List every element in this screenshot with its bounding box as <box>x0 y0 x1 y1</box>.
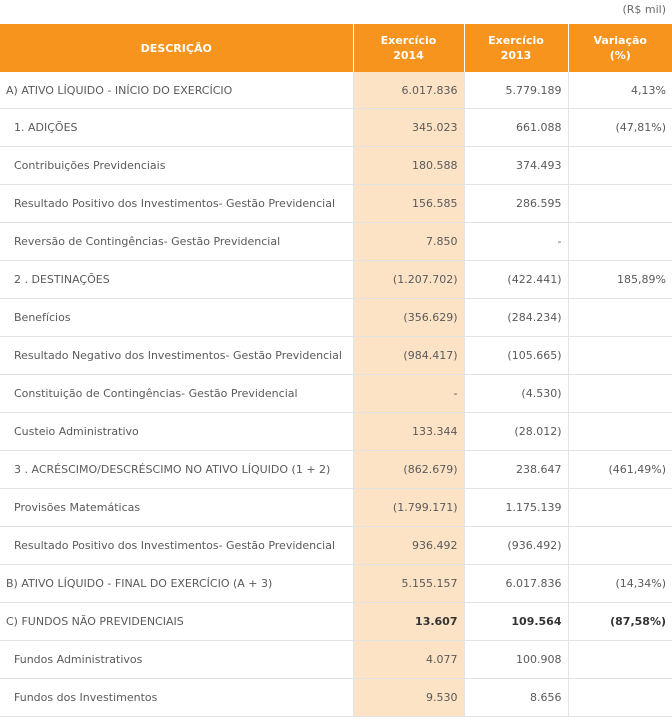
table-row-provisoes-matematicas: Provisões Matemáticas (1.799.171) 1.175.13… <box>0 488 672 527</box>
row-value-2013: 6.017.836 <box>463 564 568 603</box>
row-variacao <box>567 336 672 375</box>
row-description: 3 . ACRÉSCIMO/DESCRÉSCIMO NO ATIVO LÍQUI… <box>0 450 353 489</box>
row-value-2013: 286.595 <box>463 184 568 223</box>
row-value-2014: 936.492 <box>352 526 464 565</box>
row-variacao <box>567 526 672 565</box>
row-variacao <box>567 222 672 261</box>
row-variacao <box>567 184 672 223</box>
row-description: C) FUNDOS NÃO PREVIDENCIAIS <box>0 602 353 641</box>
row-variacao: (87,58%) <box>567 602 672 641</box>
row-value-2013: 5.779.189 <box>463 72 568 109</box>
table-row-ativo-liquido-final: B) ATIVO LÍQUIDO - FINAL DO EXERCÍCIO (A… <box>0 564 672 603</box>
row-variacao <box>567 374 672 413</box>
row-value-2014: (984.417) <box>352 336 464 375</box>
table-row-destinacoes: 2 . DESTINAÇÕES (1.207.702) (422.441) 185,8… <box>0 260 672 299</box>
row-variacao: (47,81%) <box>567 108 672 147</box>
table-row-ativo-liquido-inicio: A) ATIVO LÍQUIDO - INÍCIO DO EXERCÍCIO 6.… <box>0 72 672 109</box>
row-description: Fundos dos Investimentos <box>0 678 353 717</box>
table-row-constituicao-contingencias: Constituição de Contingências- Gestão Pr… <box>0 374 672 413</box>
row-value-2014: (1.799.171) <box>352 488 464 527</box>
row-value-2014: 6.017.836 <box>352 72 464 109</box>
row-value-2013: 109.564 <box>463 602 568 641</box>
row-value-2014: - <box>352 374 464 413</box>
row-value-2013: - <box>463 222 568 261</box>
row-value-2013: (422.441) <box>463 260 568 299</box>
row-value-2014: (862.679) <box>352 450 464 489</box>
header-2013-line1: Exercício <box>488 34 544 47</box>
row-value-2013: 100.908 <box>463 640 568 679</box>
row-value-2014: (1.207.702) <box>352 260 464 299</box>
row-value-2013: (936.492) <box>463 526 568 565</box>
row-value-2014: (356.629) <box>352 298 464 337</box>
row-variacao: (14,34%) <box>567 564 672 603</box>
header-2013-line2: 2013 <box>500 49 532 62</box>
row-description: 2 . DESTINAÇÕES <box>0 260 353 299</box>
header-descricao: DESCRIÇÃO <box>0 24 353 72</box>
row-description: B) ATIVO LÍQUIDO - FINAL DO EXERCÍCIO (A… <box>0 564 353 603</box>
table-row-reversao-contingencias: Reversão de Contingências- Gestão Previd… <box>0 222 672 261</box>
unit-label: (R$ mil) <box>622 3 666 16</box>
row-description: Reversão de Contingências- Gestão Previd… <box>0 222 353 261</box>
row-value-2013: (28.012) <box>463 412 568 451</box>
row-value-2014: 13.607 <box>352 602 464 641</box>
header-variacao: Variação (%) <box>567 24 672 72</box>
table-row-beneficios: Benefícios (356.629) (284.234) <box>0 298 672 337</box>
row-variacao: (461,49%) <box>567 450 672 489</box>
table-row-acrescimo-decrescimo: 3 . ACRÉSCIMO/DESCRÉSCIMO NO ATIVO LÍQUI… <box>0 450 672 489</box>
row-value-2014: 180.588 <box>352 146 464 185</box>
table-row-resultado-negativo-investimentos: Resultado Negativo dos Investimentos- Ge… <box>0 336 672 375</box>
table-row-fundos-nao-previdenciais: C) FUNDOS NÃO PREVIDENCIAIS 13.607 109.564… <box>0 602 672 641</box>
table-row-fundos-administrativos: Fundos Administrativos 4.077 100.908 <box>0 640 672 679</box>
row-value-2013: (4.530) <box>463 374 568 413</box>
table-row-resultado-positivo-investimentos: Resultado Positivo dos Investimentos- Ge… <box>0 184 672 223</box>
table-header-row: DESCRIÇÃO Exercício 2014 Exercício 2013 … <box>0 24 672 72</box>
header-exercicio-2014: Exercício 2014 <box>352 24 464 72</box>
header-variacao-line2: (%) <box>609 49 631 62</box>
row-variacao: 185,89% <box>567 260 672 299</box>
row-value-2014: 5.155.157 <box>352 564 464 603</box>
header-exercicio-2013: Exercício 2013 <box>463 24 568 72</box>
row-value-2013: 661.088 <box>463 108 568 147</box>
row-value-2014: 9.530 <box>352 678 464 717</box>
row-variacao <box>567 640 672 679</box>
row-variacao <box>567 146 672 185</box>
row-variacao: 4,13% <box>567 72 672 109</box>
row-description: 1. ADIÇÕES <box>0 108 353 147</box>
table-row-resultado-positivo-investimentos-2: Resultado Positivo dos Investimentos- Ge… <box>0 526 672 565</box>
header-2014-line2: 2014 <box>393 49 424 62</box>
row-value-2014: 4.077 <box>352 640 464 679</box>
table-row-contribuicoes-previdenciais: Contribuições Previdenciais 180.588 374.49… <box>0 146 672 185</box>
header-variacao-line1: Variação <box>593 34 647 47</box>
row-description: Resultado Positivo dos Investimentos- Ge… <box>0 526 353 565</box>
row-value-2013: 238.647 <box>463 450 568 489</box>
row-description: Resultado Negativo dos Investimentos- Ge… <box>0 336 353 375</box>
row-value-2013: (284.234) <box>463 298 568 337</box>
row-value-2013: 8.656 <box>463 678 568 717</box>
row-description: Custeio Administrativo <box>0 412 353 451</box>
row-description: A) ATIVO LÍQUIDO - INÍCIO DO EXERCÍCIO <box>0 72 353 109</box>
row-description: Benefícios <box>0 298 353 337</box>
demonstrativo-table: DESCRIÇÃO Exercício 2014 Exercício 2013 … <box>0 24 672 717</box>
row-description: Constituição de Contingências- Gestão Pr… <box>0 374 353 413</box>
row-description: Resultado Positivo dos Investimentos- Ge… <box>0 184 353 223</box>
row-description: Contribuições Previdenciais <box>0 146 353 185</box>
row-description: Fundos Administrativos <box>0 640 353 679</box>
header-2014-line1: Exercício <box>380 34 437 47</box>
row-value-2014: 345.023 <box>352 108 464 147</box>
row-variacao <box>567 678 672 717</box>
table-row-fundos-investimentos: Fundos dos Investimentos 9.530 8.656 <box>0 678 672 717</box>
table-row-custeio-administrativo: Custeio Administrativo 133.344 (28.012) <box>0 412 672 451</box>
row-value-2013: 1.175.139 <box>463 488 568 527</box>
row-value-2013: (105.665) <box>463 336 568 375</box>
row-variacao <box>567 298 672 337</box>
row-value-2014: 156.585 <box>352 184 464 223</box>
row-value-2014: 133.344 <box>352 412 464 451</box>
row-description: Provisões Matemáticas <box>0 488 353 527</box>
row-value-2014: 7.850 <box>352 222 464 261</box>
row-variacao <box>567 488 672 527</box>
row-value-2013: 374.493 <box>463 146 568 185</box>
table-row-adicoes: 1. ADIÇÕES 345.023 661.088 (47,81%) <box>0 108 672 147</box>
row-variacao <box>567 412 672 451</box>
